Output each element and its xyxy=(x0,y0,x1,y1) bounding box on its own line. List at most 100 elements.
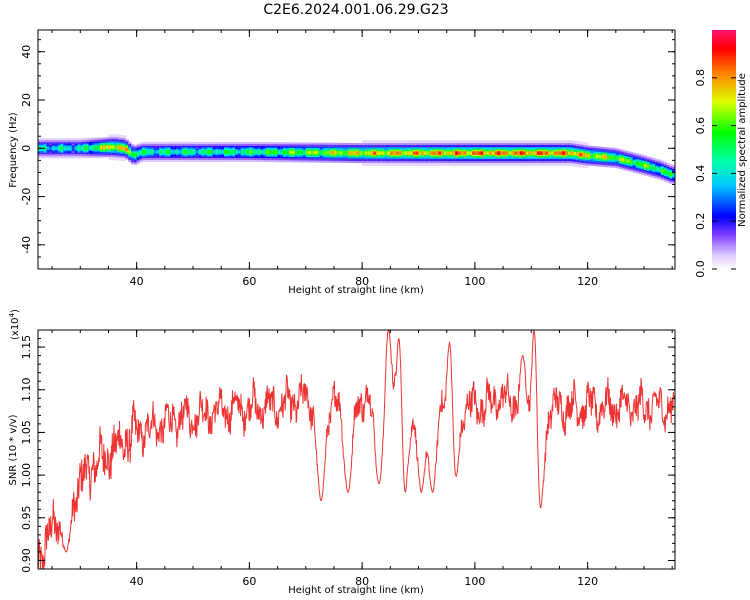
spectrogram-cell xyxy=(429,151,434,155)
spectrogram-cell xyxy=(94,145,98,150)
spectrogram-cell xyxy=(328,150,332,155)
spectrogram-cell xyxy=(193,150,197,154)
snr-x-tick-label: 60 xyxy=(242,575,256,588)
spectrogram-cell xyxy=(325,150,329,155)
spectrogram-cell xyxy=(449,151,453,155)
spectrogram-cell xyxy=(305,150,310,155)
spectrogram-cell xyxy=(393,151,397,155)
spectrogram-cell xyxy=(238,150,242,154)
spectrogram-x-axis-label: Height of straight line (km) xyxy=(288,285,424,296)
spectrogram-cell xyxy=(517,151,521,155)
spectrogram-cell xyxy=(60,146,64,151)
spectrogram-cell xyxy=(105,145,110,150)
spectrogram-cell xyxy=(288,150,293,155)
spectrogram-cell xyxy=(263,150,267,154)
spectrogram-cell xyxy=(91,146,95,150)
spectrogram-cell xyxy=(615,156,620,161)
spectrogram-cell xyxy=(215,150,219,154)
spectrogram-cell xyxy=(317,150,321,155)
spectrogram-cell xyxy=(128,150,132,154)
spectrogram-cell xyxy=(229,150,234,154)
spectrogram-y-tick-label: -20 xyxy=(20,188,33,206)
colorbar-ticks: 0.0 0.2 0.4 0.6 0.8 xyxy=(694,69,736,278)
colorbar-tick-label: 0.4 xyxy=(694,165,707,183)
spectrogram-cell xyxy=(322,150,327,155)
spectrogram-cell xyxy=(550,151,555,155)
spectrogram-cell xyxy=(418,151,422,155)
snr-x-tick-label: 100 xyxy=(464,575,485,588)
spectrogram-cell xyxy=(570,151,575,156)
spectrogram-cell xyxy=(269,150,273,154)
snr-y-scale-label: (x104) xyxy=(8,309,21,340)
spectrogram-ticks: 40 60 80 100 120 40 20 0 -20 -40 xyxy=(20,30,675,288)
spectrogram-cell xyxy=(294,150,298,155)
spectrogram-cell xyxy=(69,146,73,151)
spectrogram-cell xyxy=(181,150,186,154)
spectrogram-cell xyxy=(164,150,169,154)
spectrogram-cell xyxy=(483,151,487,155)
snr-y-tick-label: 1.05 xyxy=(20,420,33,445)
spectrogram-cell xyxy=(291,150,296,155)
spectrogram-cell xyxy=(260,150,265,154)
spectrogram-cell xyxy=(519,151,524,155)
spectrogram-cell xyxy=(632,160,637,165)
spectrogram-cell xyxy=(494,151,499,155)
colorbar-gradient xyxy=(712,30,736,269)
spectrogram-cell xyxy=(300,150,304,155)
spectrogram-cell xyxy=(663,170,668,174)
spectrogram-cell xyxy=(136,151,141,156)
snr-y-tick-label: 0.90 xyxy=(20,548,33,573)
spectrogram-x-tick-label: 120 xyxy=(577,275,598,288)
spectrogram-cell xyxy=(579,152,583,157)
spectrogram-cell xyxy=(150,150,155,154)
spectrogram-cell xyxy=(331,151,335,155)
spectrogram-cell xyxy=(212,150,217,154)
spectrogram-cell xyxy=(601,155,606,159)
spectrogram-cell xyxy=(159,150,163,154)
spectrogram-cell xyxy=(488,151,493,155)
spectrogram-cell xyxy=(443,151,448,155)
spectrogram-cell xyxy=(398,151,403,155)
spectrogram-cell xyxy=(652,166,656,170)
snr-series-line xyxy=(38,330,675,569)
spectrogram-cell xyxy=(491,151,496,155)
spectrogram-cell xyxy=(102,145,107,150)
spectrogram-cell xyxy=(590,154,594,158)
spectrogram-cell xyxy=(232,150,236,154)
spectrogram-cell xyxy=(350,151,355,155)
spectrogram-cell xyxy=(638,162,642,166)
spectrogram-cell xyxy=(257,150,262,154)
spectrogram-cell xyxy=(54,146,59,151)
spectrogram-cell xyxy=(367,151,372,155)
spectrogram-cell xyxy=(370,151,375,155)
spectrogram-cell xyxy=(116,145,121,150)
spectrogram-cell xyxy=(167,150,172,154)
spectrogram-cell xyxy=(156,150,160,154)
spectrogram-y-tick-label: 20 xyxy=(20,93,33,107)
spectrogram-cell xyxy=(455,151,459,155)
spectrogram-cell xyxy=(503,151,507,155)
spectrogram-cell xyxy=(629,160,634,164)
spectrogram-cell xyxy=(542,151,546,155)
spectrogram-cell xyxy=(77,146,81,151)
snr-ticks: 40 60 80 100 120 0.90 0.95 1.00 1.05 1.10 1.15 xyxy=(20,330,675,588)
spectrogram-x-tick-label: 40 xyxy=(130,275,144,288)
spectrogram-cell xyxy=(508,151,513,155)
spectrogram-cell xyxy=(655,167,659,171)
spectrogram-cell xyxy=(525,151,530,155)
spectrogram-cell xyxy=(452,151,456,155)
spectrogram-cell xyxy=(395,151,400,155)
spectrogram-panel: 40 60 80 100 120 40 20 0 -20 -40 Height of straig… xyxy=(8,29,676,296)
spectrogram-cell xyxy=(271,150,276,154)
spectrogram-cell xyxy=(421,151,425,155)
spectrogram-cell xyxy=(618,157,623,161)
spectrogram-cell xyxy=(669,172,673,177)
spectrogram-cell xyxy=(173,150,177,154)
spectrogram-cell xyxy=(80,146,84,151)
spectrogram-cell xyxy=(643,163,648,168)
spectrogram-cell xyxy=(235,150,239,154)
spectrogram-cell xyxy=(581,153,586,157)
spectrogram-cell xyxy=(387,151,391,155)
spectrogram-cell xyxy=(85,146,90,150)
spectrogram-x-tick-label: 100 xyxy=(464,275,485,288)
